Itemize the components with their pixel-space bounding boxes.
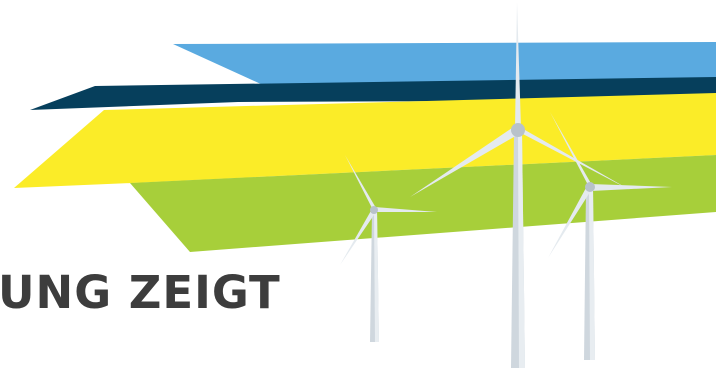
small-turbine-hub: [370, 206, 378, 214]
blue-stripe: [173, 42, 716, 85]
small-turbine: [340, 155, 437, 342]
right-turbine: [548, 112, 672, 360]
right-turbine-hub: [585, 182, 595, 192]
small-turbine-blade-up: [345, 155, 376, 210]
big-turbine-blade-left: [410, 126, 519, 197]
small-turbine-blade-right: [375, 207, 437, 212]
small-turbine-blade-down: [340, 209, 376, 265]
big-turbine-hub: [511, 123, 525, 137]
navy-stripe: [30, 77, 716, 110]
big-turbine-blade-up: [515, 2, 521, 128]
yellow-stripe: [14, 93, 716, 188]
green-stripe: [130, 155, 716, 252]
right-turbine-blade-down: [548, 186, 592, 258]
big-turbine: [410, 2, 630, 368]
headline: UNG ZEIGT: [0, 266, 281, 319]
right-turbine-blade-up: [550, 112, 593, 187]
right-turbine-blade-right: [590, 184, 672, 191]
